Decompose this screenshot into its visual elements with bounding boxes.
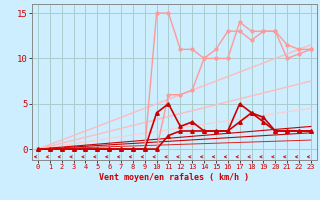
X-axis label: Vent moyen/en rafales ( km/h ): Vent moyen/en rafales ( km/h ) <box>100 173 249 182</box>
